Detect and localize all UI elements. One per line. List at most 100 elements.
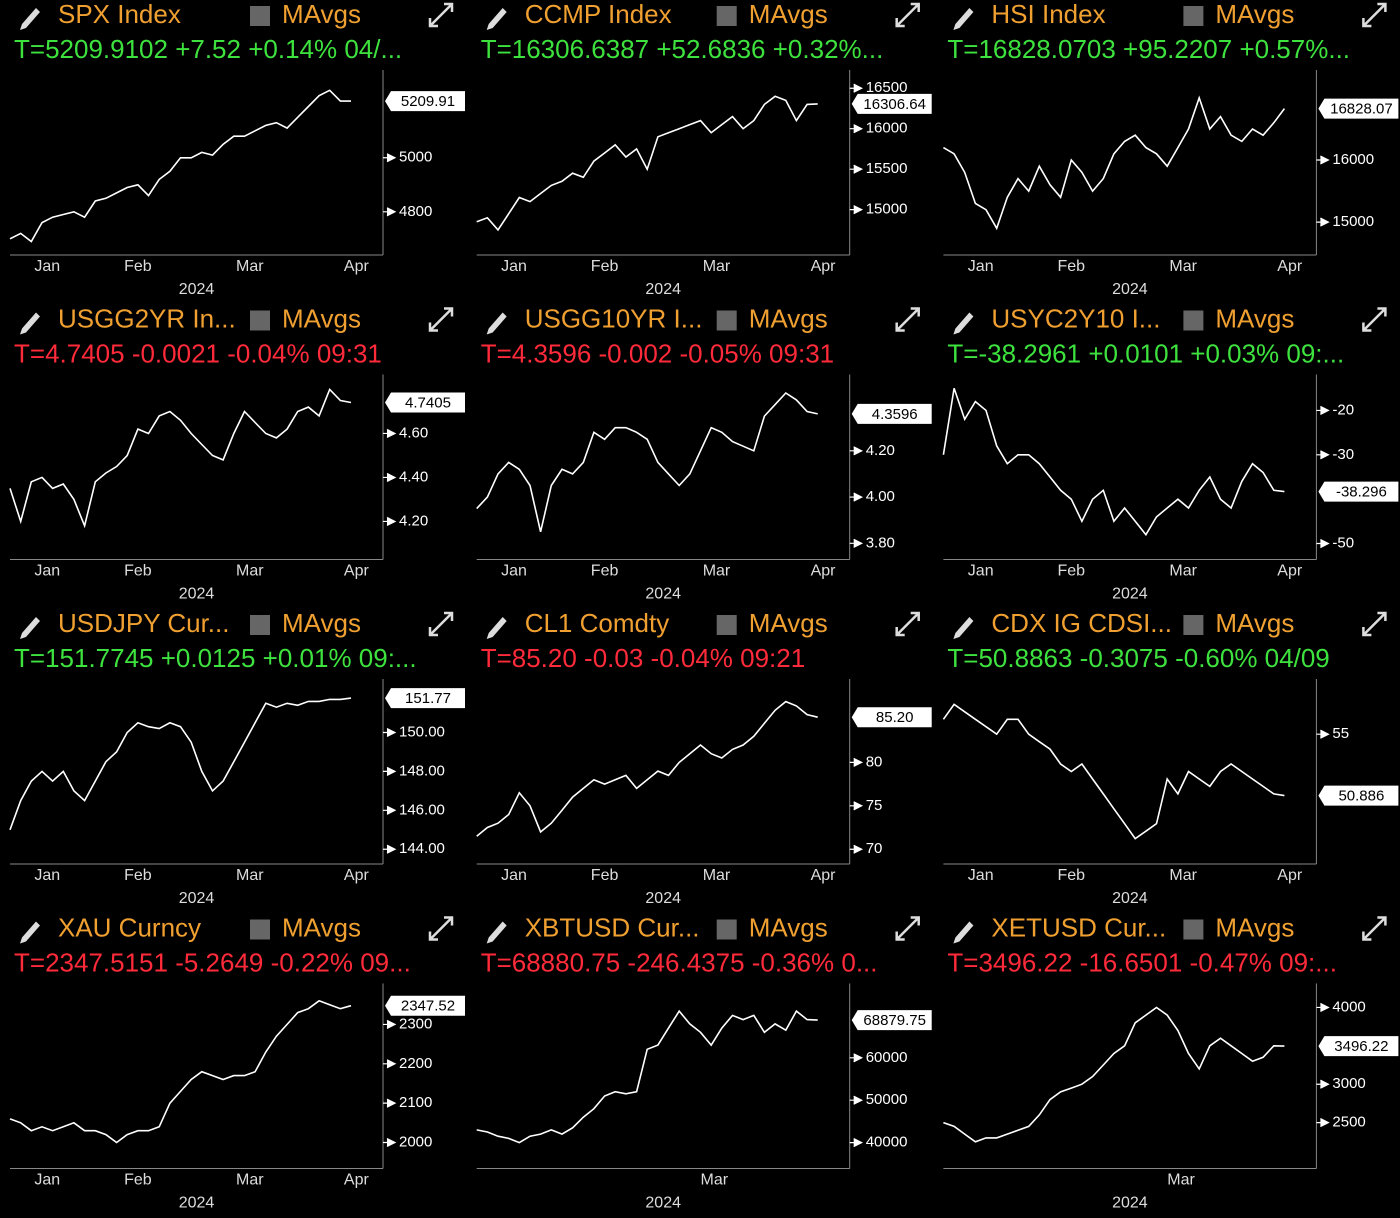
mavgs-checkbox[interactable] (250, 615, 270, 635)
mavgs-checkbox[interactable] (250, 6, 270, 26)
expand-icon[interactable] (895, 307, 920, 332)
x-tick-label: Apr (1277, 258, 1303, 275)
x-tick-label: Feb (591, 258, 619, 275)
flag-label: 85.20 (876, 709, 914, 726)
chart-title: CCMP Index (525, 0, 672, 29)
expand-icon[interactable] (1362, 611, 1387, 637)
y-tick-mark (1316, 217, 1330, 227)
y-tick-mark (383, 472, 397, 482)
x-tick-label: Feb (124, 563, 152, 580)
price-line (942, 388, 1285, 537)
y-tick-mark (849, 844, 864, 854)
expand-icon[interactable] (1362, 307, 1387, 332)
price-line (476, 1009, 818, 1144)
mavgs-checkbox[interactable] (250, 919, 270, 940)
flag-label: -38.296 (1336, 484, 1387, 501)
expand-icon[interactable] (895, 916, 920, 941)
y-tick-label: 16000 (866, 120, 908, 137)
edit-icon[interactable] (486, 617, 507, 639)
expand-icon[interactable] (895, 2, 920, 28)
mavgs-checkbox[interactable] (1183, 6, 1204, 26)
x-tick-label: Feb (591, 867, 619, 884)
mavgs-checkbox[interactable] (716, 6, 737, 26)
mavgs-toggle[interactable]: MAvgs (1215, 303, 1294, 333)
mavgs-toggle[interactable]: MAvgs (749, 0, 828, 29)
edit-icon[interactable] (20, 8, 40, 30)
expand-icon[interactable] (428, 307, 454, 332)
chart-panel: USGG10YR I... MAvgs T=4.3596 -0.002 -0.05%… (476, 303, 932, 603)
mavgs-toggle[interactable]: MAvgs (282, 0, 361, 29)
edit-icon[interactable] (953, 8, 974, 30)
expand-icon[interactable] (1362, 916, 1387, 941)
price-line (476, 391, 818, 532)
y-tick-label: 146.00 (399, 801, 445, 818)
y-tick-mark (383, 1059, 397, 1069)
edit-icon[interactable] (486, 921, 507, 944)
mavgs-checkbox[interactable] (1183, 615, 1204, 635)
x-tick-label: Feb (124, 867, 152, 884)
flag-box (385, 392, 465, 413)
expand-icon[interactable] (428, 2, 454, 28)
mavgs-checkbox[interactable] (1183, 919, 1204, 940)
mavgs-checkbox[interactable] (716, 919, 737, 940)
x-tick-label: Mar (236, 1172, 264, 1189)
expand-icon[interactable] (895, 611, 920, 637)
edit-icon[interactable] (953, 921, 974, 944)
x-tick-label: Apr (811, 867, 837, 884)
flag-box (851, 707, 932, 728)
y-tick-label: 50000 (866, 1091, 908, 1108)
mavgs-checkbox[interactable] (716, 615, 737, 635)
y-tick-label: 15000 (1332, 213, 1374, 230)
x-tick-label: Feb (1057, 867, 1085, 884)
chart-panel: XAU Curncy MAvgs T=2347.5151 -5.2649 -0.22… (9, 912, 465, 1212)
y-tick-label: 2100 (399, 1094, 432, 1111)
last-value-flag: 4.7405 (385, 392, 465, 413)
mavgs-checkbox[interactable] (1183, 310, 1204, 331)
expand-icon[interactable] (428, 611, 454, 637)
quote-line: T=16306.6387 +52.6836 +0.32%... (481, 34, 884, 64)
mavgs-toggle[interactable]: MAvgs (1215, 0, 1294, 29)
x-tick-label: Mar (1169, 258, 1197, 275)
y-tick-label: 2200 (399, 1055, 432, 1072)
edit-icon[interactable] (486, 8, 507, 30)
mavgs-toggle[interactable]: MAvgs (749, 912, 828, 942)
expand-icon[interactable] (1362, 2, 1387, 28)
flag-box (1318, 98, 1399, 119)
y-tick-mark (383, 766, 397, 776)
mavgs-checkbox[interactable] (250, 310, 270, 331)
mavgs-toggle[interactable]: MAvgs (1215, 608, 1294, 638)
y-tick-label: 16500 (866, 79, 908, 96)
edit-icon[interactable] (486, 312, 507, 335)
edit-icon[interactable] (20, 617, 40, 639)
edit-icon[interactable] (953, 617, 974, 639)
y-tick-mark (1316, 155, 1330, 165)
x-tick-label: Mar (236, 867, 264, 884)
edit-icon[interactable] (953, 312, 974, 335)
quote-line: T=151.7745 +0.0125 +0.01% 09:... (14, 643, 417, 673)
chart-title: XAU Curncy (58, 912, 201, 942)
flag-label: 16306.64 (863, 96, 926, 113)
mavgs-toggle[interactable]: MAvgs (282, 608, 361, 638)
mavgs-toggle[interactable]: MAvgs (282, 303, 361, 333)
y-tick-mark (849, 492, 864, 502)
mavgs-toggle[interactable]: MAvgs (749, 303, 828, 333)
expand-icon[interactable] (428, 916, 454, 941)
x-tick-label: Jan (501, 563, 527, 580)
chart-title: SPX Index (58, 0, 181, 29)
x-tick-label: Mar (703, 867, 731, 884)
edit-icon[interactable] (20, 312, 40, 335)
y-tick-mark (849, 83, 864, 93)
x-axis-label: 2024 (645, 281, 681, 298)
mavgs-toggle[interactable]: MAvgs (749, 608, 828, 638)
x-tick-label: Apr (1277, 563, 1303, 580)
y-tick-mark (1316, 538, 1330, 549)
mavgs-toggle[interactable]: MAvgs (282, 912, 361, 942)
x-tick-label: Apr (811, 563, 837, 580)
y-tick-label: 4.20 (399, 512, 428, 529)
mavgs-checkbox[interactable] (716, 310, 737, 331)
mavgs-toggle[interactable]: MAvgs (1215, 912, 1294, 942)
y-tick-label: 75 (866, 797, 883, 814)
edit-icon[interactable] (20, 921, 40, 944)
chart-title: USGG2YR In... (58, 303, 236, 333)
